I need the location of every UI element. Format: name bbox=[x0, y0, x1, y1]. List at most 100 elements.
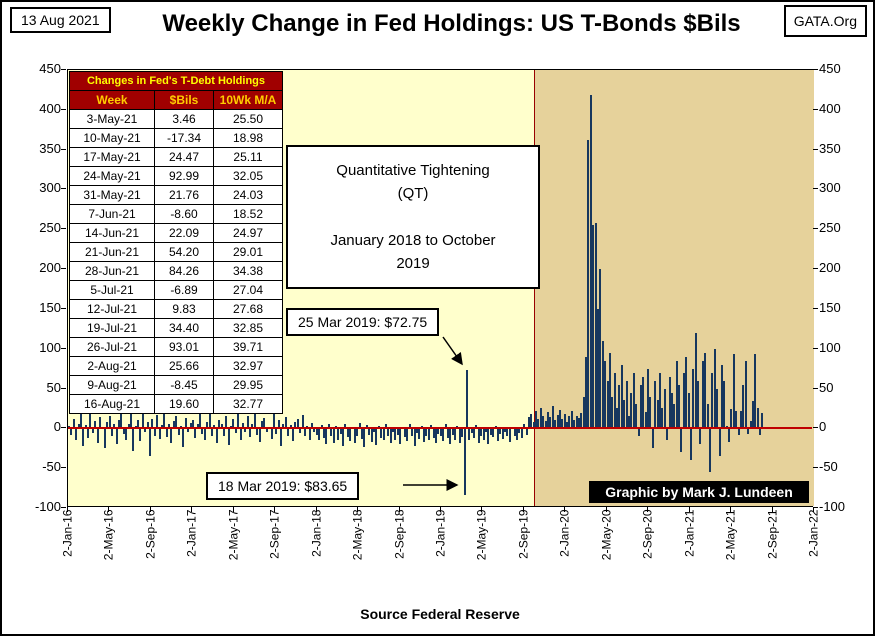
x-axis-label: 2-Jan-22 bbox=[806, 509, 821, 557]
bar bbox=[382, 428, 385, 441]
bar bbox=[270, 428, 273, 439]
y-axis-tick bbox=[813, 268, 818, 270]
bar bbox=[737, 428, 740, 436]
x-axis-tick bbox=[108, 507, 110, 512]
y-axis-label-right: 50 bbox=[819, 379, 834, 395]
table-cell: 24-May-21 bbox=[69, 166, 155, 186]
bar bbox=[287, 428, 290, 436]
bar bbox=[527, 417, 530, 429]
bar bbox=[701, 360, 704, 429]
bar bbox=[658, 372, 661, 429]
y-axis-tick bbox=[61, 307, 66, 309]
bar bbox=[465, 370, 468, 429]
bar bbox=[451, 428, 454, 435]
bar bbox=[411, 428, 414, 436]
y-axis-label-left: 250 bbox=[39, 220, 61, 236]
bar bbox=[604, 360, 607, 429]
bar bbox=[539, 408, 542, 429]
bar bbox=[504, 428, 507, 432]
bar bbox=[618, 384, 621, 429]
bar bbox=[756, 407, 759, 429]
x-axis-label: 2-Jan-17 bbox=[184, 509, 199, 557]
bar bbox=[125, 428, 128, 440]
bar bbox=[728, 428, 731, 443]
bar bbox=[587, 140, 590, 429]
bar bbox=[294, 421, 297, 429]
y-axis-tick bbox=[813, 69, 818, 70]
bar bbox=[747, 428, 750, 434]
bar bbox=[556, 414, 559, 429]
bar bbox=[363, 428, 366, 448]
table-row: 21-Jun-21 54.20 29.01 bbox=[69, 242, 283, 262]
bar bbox=[430, 425, 433, 429]
table-cell: 25.50 bbox=[213, 109, 283, 129]
bar bbox=[277, 420, 280, 429]
x-axis-tick bbox=[315, 507, 317, 512]
bar bbox=[389, 428, 392, 443]
bar bbox=[554, 419, 557, 429]
x-axis-label: 2-May-20 bbox=[599, 509, 614, 561]
bar bbox=[425, 428, 428, 437]
bar bbox=[454, 428, 457, 440]
table-cell: 34.40 bbox=[154, 318, 214, 338]
bar bbox=[423, 428, 426, 442]
bar bbox=[170, 428, 173, 444]
bar bbox=[485, 428, 488, 433]
bar bbox=[98, 417, 101, 429]
bar bbox=[649, 396, 652, 429]
bar bbox=[306, 425, 309, 429]
bar bbox=[699, 428, 702, 445]
bar bbox=[239, 428, 242, 440]
bar bbox=[739, 410, 742, 429]
table-cell: 3-May-21 bbox=[69, 109, 155, 129]
bar bbox=[234, 428, 237, 434]
bar bbox=[349, 428, 352, 442]
bar bbox=[589, 95, 592, 429]
bar bbox=[230, 425, 233, 429]
bar bbox=[670, 392, 673, 429]
table-cell: -8.45 bbox=[154, 375, 214, 395]
table-col-week: Week bbox=[69, 90, 155, 110]
bar bbox=[623, 400, 626, 429]
x-axis-label: 2-Jan-20 bbox=[557, 509, 572, 557]
bar bbox=[530, 414, 533, 429]
bar bbox=[608, 352, 611, 429]
table-row: 31-May-21 21.76 24.03 bbox=[69, 185, 283, 205]
bar bbox=[265, 428, 268, 433]
table-cell: 31-May-21 bbox=[69, 185, 155, 205]
bar bbox=[480, 428, 483, 436]
x-axis-tick bbox=[688, 507, 690, 512]
bar bbox=[656, 400, 659, 429]
bar bbox=[761, 412, 764, 429]
bar bbox=[706, 404, 709, 429]
bar bbox=[313, 428, 316, 433]
bar bbox=[475, 425, 478, 429]
bar bbox=[311, 422, 314, 429]
bar bbox=[165, 428, 168, 438]
table-cell: 14-Jun-21 bbox=[69, 223, 155, 243]
gata-link[interactable]: GATA.Org bbox=[783, 5, 867, 37]
x-axis-tick bbox=[564, 507, 566, 512]
bar bbox=[720, 364, 723, 429]
table-cell: 3.46 bbox=[154, 109, 214, 129]
y-axis-tick bbox=[813, 307, 818, 309]
bar bbox=[673, 404, 676, 429]
bar bbox=[132, 428, 135, 451]
y-axis-label-left: 300 bbox=[39, 180, 61, 196]
table-cell: 25.66 bbox=[154, 356, 214, 376]
bar bbox=[420, 425, 423, 429]
table-cell: 21.76 bbox=[154, 185, 214, 205]
table-row: 24-May-21 92.99 32.05 bbox=[69, 166, 283, 186]
bar bbox=[535, 410, 538, 429]
x-axis-label: 2-Sep-20 bbox=[640, 509, 655, 559]
bar bbox=[754, 354, 757, 429]
bar bbox=[544, 421, 547, 429]
bar bbox=[704, 352, 707, 429]
bar bbox=[713, 348, 716, 429]
bar bbox=[749, 420, 752, 429]
table-cell: 32.85 bbox=[213, 318, 283, 338]
bar bbox=[585, 356, 588, 429]
bar bbox=[208, 410, 211, 429]
bar bbox=[241, 422, 244, 429]
table-cell: 12-Jul-21 bbox=[69, 299, 155, 319]
